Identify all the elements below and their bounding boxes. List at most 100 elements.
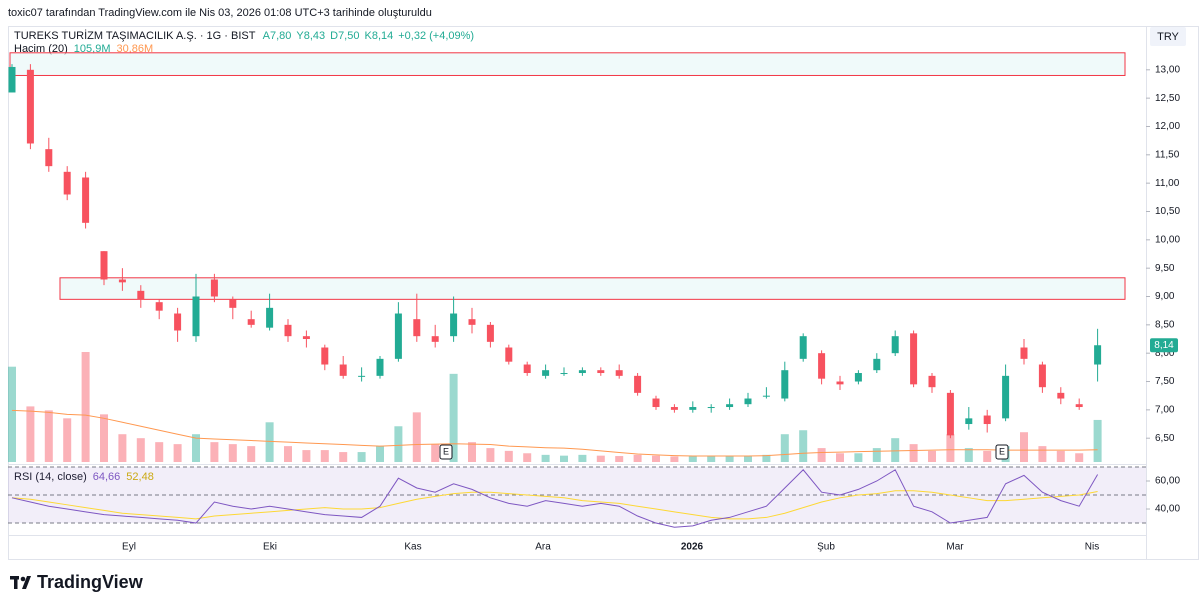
candle-body (1020, 347, 1028, 359)
volume-bar (302, 450, 311, 462)
rsi-line (11, 469, 1099, 528)
candle-body (229, 299, 237, 308)
x-axis-label: Ara (535, 542, 551, 553)
volume-bar (320, 450, 329, 462)
candle-body (174, 313, 182, 331)
earnings-label: E (443, 446, 449, 456)
candle-body (781, 370, 789, 399)
candle-body (946, 392, 954, 436)
candle-body (670, 407, 678, 410)
candle-body (1002, 375, 1010, 419)
y-tick-label: 8,00 (1155, 348, 1175, 359)
rsi-legend: RSI (14, close) 64,66 52,48 (14, 471, 154, 483)
x-axis-label: Kas (404, 542, 421, 553)
volume-bar (210, 442, 219, 462)
ohlc-value: D7,50 (330, 30, 359, 42)
volume-bar (8, 366, 16, 462)
volume-bar (1038, 446, 1047, 462)
candle-body (468, 319, 476, 325)
volume-bar (891, 438, 900, 462)
volume-value: 105,9M (74, 43, 111, 55)
legend: TUREKS TURİZM TAŞIMACILIK A.Ş. · 1G · BI… (14, 29, 474, 42)
volume-bar (265, 422, 274, 462)
rsi-ma-value: 52,48 (126, 471, 154, 483)
candle-body (192, 296, 200, 337)
earnings-label: E (999, 446, 1005, 456)
zone (59, 277, 1126, 300)
volume-bar (946, 434, 955, 462)
volume-bar (504, 450, 513, 462)
rsi-ma-line (11, 490, 1098, 520)
volume-bar (376, 446, 384, 462)
volume-bar (541, 454, 550, 462)
y-tick-label: 9,50 (1155, 263, 1175, 274)
logo: TradingView (10, 572, 144, 592)
volume-bar (1075, 453, 1084, 462)
brand: TradingView (37, 572, 144, 592)
ohlc-value: K8,14 (364, 30, 393, 42)
candle-body (321, 347, 329, 365)
ohlc-value: Y8,43 (296, 30, 325, 42)
attribution: toxic07 tarafından TradingView.com ile N… (8, 7, 432, 19)
volume-bar (63, 418, 72, 462)
volume-bar (100, 414, 108, 462)
candle-body (854, 373, 862, 382)
volume-bar (136, 438, 145, 462)
volume-bar (357, 452, 366, 462)
candle-body (394, 313, 402, 359)
rsi-name: RSI (14, close) (14, 471, 87, 483)
volume-bar (339, 452, 348, 462)
volume-bar (1056, 450, 1065, 462)
candle-body (210, 279, 218, 297)
volume-bar (560, 455, 568, 462)
volume-bar (173, 444, 182, 462)
volume-bar (44, 410, 53, 462)
candle-body (118, 279, 126, 283)
volume-bar (192, 434, 200, 462)
volume-bar (26, 406, 35, 462)
volume-bar (578, 454, 587, 462)
y-tick-label: 10,00 (1155, 234, 1180, 245)
candle-body (836, 381, 844, 385)
volume-bar (247, 446, 256, 462)
volume-bar (744, 455, 752, 462)
volume-name: Hacim (20) (14, 43, 68, 55)
candle-body (26, 69, 34, 144)
candle-body (1075, 404, 1083, 408)
candle-body (339, 364, 347, 376)
currency-box[interactable] (1150, 27, 1186, 46)
x-axis-label: 2026 (681, 542, 704, 553)
candle-body (376, 358, 384, 376)
volume-bar (670, 456, 679, 462)
candle-body (891, 336, 899, 354)
candle-body (247, 319, 255, 325)
logo-shape (22, 576, 31, 589)
candle-body (155, 302, 163, 311)
y-tick-label: 8,50 (1155, 319, 1175, 330)
candle-body (910, 333, 918, 385)
candle-body (45, 149, 53, 167)
volume-bar (707, 456, 716, 462)
volume-bar (799, 430, 808, 462)
candle-body (762, 395, 770, 397)
volume-bar (909, 444, 918, 462)
candle-body (1094, 345, 1102, 365)
y-tick-label: 12,50 (1155, 93, 1180, 104)
logo-shape (20, 576, 26, 582)
volume-bar (872, 448, 881, 462)
candle-body (615, 370, 623, 376)
candle-body (523, 364, 531, 374)
volume-bar (780, 434, 789, 462)
candle-body (965, 418, 973, 425)
candle-body (983, 415, 991, 425)
candle-body (505, 347, 513, 362)
x-axis-label: Eyl (122, 542, 136, 553)
candle-body (634, 375, 642, 393)
volume-bar (964, 448, 973, 462)
candle-body (1038, 364, 1046, 388)
logo-shape (14, 576, 18, 589)
earnings-marker (995, 444, 1009, 460)
volume-bar (836, 453, 844, 462)
y-tick-label: 7,50 (1155, 376, 1175, 387)
